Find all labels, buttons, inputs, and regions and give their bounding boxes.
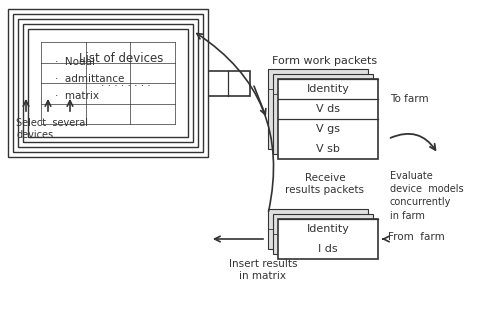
Text: . . . . . . . .: . . . . . . . . bbox=[101, 78, 151, 88]
Bar bbox=[278, 219, 378, 259]
Bar bbox=[13, 14, 203, 152]
Bar bbox=[273, 214, 373, 254]
Bar bbox=[12, 71, 250, 96]
Text: Insert results
in matrix: Insert results in matrix bbox=[229, 259, 297, 281]
Text: ·  Nodal
·  admittance
·  matrix: · Nodal · admittance · matrix bbox=[55, 57, 124, 101]
Text: Identity: Identity bbox=[306, 84, 349, 94]
Text: Form work packets: Form work packets bbox=[272, 56, 378, 66]
Text: From  farm: From farm bbox=[388, 232, 445, 242]
Text: Identity: Identity bbox=[306, 224, 349, 234]
Text: V sb: V sb bbox=[316, 144, 340, 154]
Text: To farm: To farm bbox=[390, 94, 429, 104]
Text: V gs: V gs bbox=[316, 124, 340, 134]
Text: V ds: V ds bbox=[316, 104, 340, 114]
Text: Identity: Identity bbox=[305, 79, 340, 88]
Text: List of devices: List of devices bbox=[79, 52, 163, 65]
Bar bbox=[278, 79, 378, 159]
Bar bbox=[268, 69, 368, 149]
Bar bbox=[23, 24, 193, 142]
Text: Receive
results packets: Receive results packets bbox=[285, 173, 364, 195]
Bar bbox=[273, 74, 373, 154]
Text: Identity: Identity bbox=[300, 75, 335, 84]
Bar bbox=[28, 29, 188, 137]
Text: Identity: Identity bbox=[300, 214, 335, 224]
Bar bbox=[8, 9, 208, 157]
Text: ·  ·  ·  ·  ·: · · · · · bbox=[53, 25, 93, 35]
Text: I ds: I ds bbox=[318, 244, 338, 254]
Text: Evaluate
device  models
concurrently
in farm: Evaluate device models concurrently in f… bbox=[390, 171, 464, 221]
Text: Identity: Identity bbox=[305, 219, 340, 228]
Text: Select  several
devices: Select several devices bbox=[16, 118, 88, 140]
Bar bbox=[268, 209, 368, 249]
Bar bbox=[18, 19, 198, 147]
